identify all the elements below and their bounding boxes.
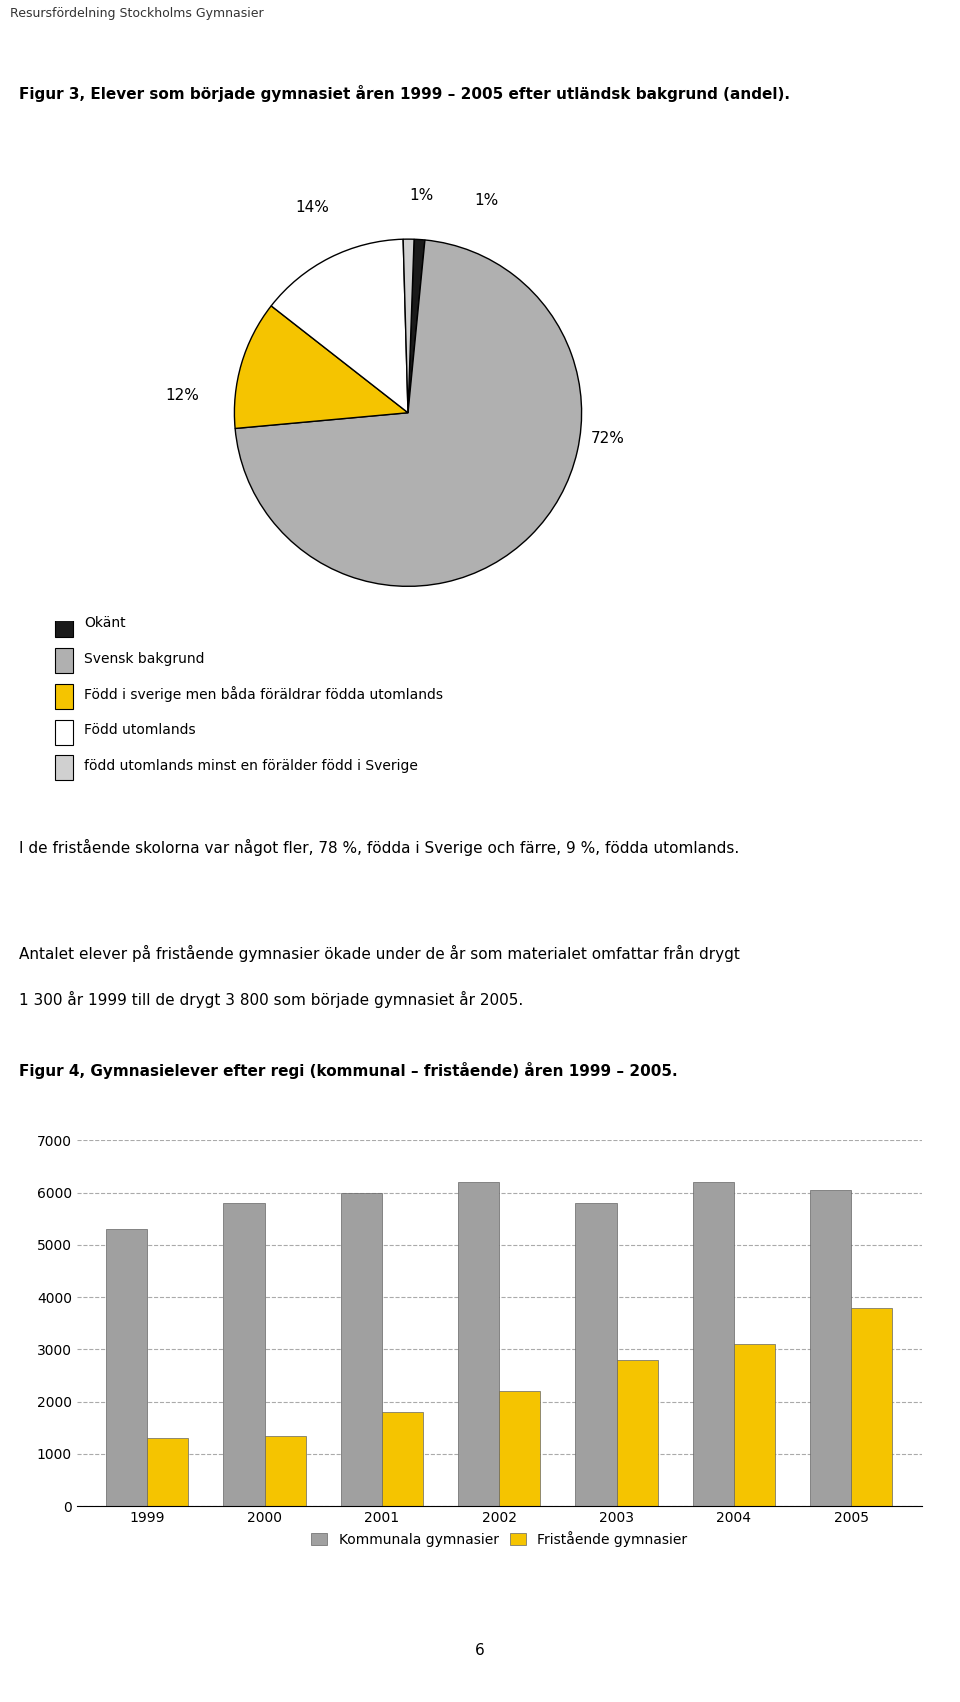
Text: Resursfördelning Stockholms Gymnasier: Resursfördelning Stockholms Gymnasier [10,7,263,20]
Text: Svensk bakgrund: Svensk bakgrund [84,652,204,665]
Bar [693,1183,733,1506]
Text: Född utomlands: Född utomlands [84,723,196,737]
Bar [458,1183,499,1506]
Text: 1%: 1% [410,189,434,203]
Wedge shape [403,238,414,414]
FancyBboxPatch shape [56,756,73,780]
Wedge shape [235,240,582,585]
Text: 6: 6 [475,1642,485,1658]
Text: Okänt: Okänt [84,616,126,630]
Text: 1%: 1% [474,194,498,208]
Bar [147,1438,188,1506]
Text: 14%: 14% [296,201,329,216]
Text: Antalet elever på fristående gymnasier ökade under de år som materialet omfattar: Antalet elever på fristående gymnasier ö… [19,945,740,962]
Text: Figur 3, Elever som började gymnasiet åren 1999 – 2005 efter utländsk bakgrund (: Figur 3, Elever som började gymnasiet år… [19,85,790,102]
FancyBboxPatch shape [56,613,73,637]
FancyBboxPatch shape [56,648,73,672]
Legend: Kommunala gymnasier, Fristående gymnasier: Kommunala gymnasier, Fristående gymnasie… [311,1530,687,1547]
Bar [265,1436,305,1506]
Bar [575,1203,616,1506]
Bar [810,1190,852,1506]
Bar [616,1360,658,1506]
Bar [341,1193,382,1506]
Bar [733,1345,775,1506]
FancyBboxPatch shape [56,720,73,744]
Text: Figur 4, Gymnasielever efter regi (kommunal – fristående) åren 1999 – 2005.: Figur 4, Gymnasielever efter regi (kommu… [19,1062,678,1079]
Bar [224,1203,265,1506]
Text: 72%: 72% [590,431,625,446]
FancyBboxPatch shape [56,684,73,708]
Text: 1 300 år 1999 till de drygt 3 800 som började gymnasiet år 2005.: 1 300 år 1999 till de drygt 3 800 som bö… [19,991,523,1008]
Wedge shape [234,306,408,429]
Bar [107,1229,147,1506]
Text: 12%: 12% [165,388,200,403]
Text: född utomlands minst en förälder född i Sverige: född utomlands minst en förälder född i … [84,759,418,773]
Text: I de fristående skolorna var något fler, 78 %, födda i Sverige och färre, 9 %, f: I de fristående skolorna var något fler,… [19,839,739,856]
Bar [382,1413,423,1506]
Bar [852,1307,892,1506]
Bar [499,1391,540,1506]
Wedge shape [271,240,408,414]
Text: Född i sverige men båda föräldrar födda utomlands: Född i sverige men båda föräldrar födda … [84,686,443,703]
Wedge shape [408,240,425,414]
